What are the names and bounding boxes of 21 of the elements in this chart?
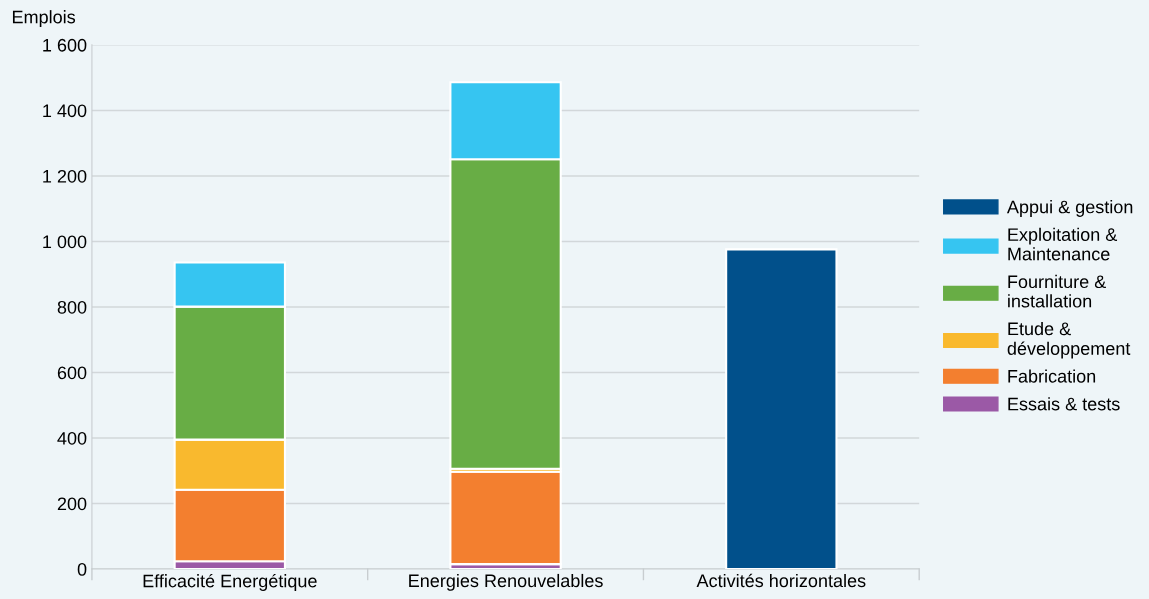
x-tick-label: Energies Renouvelables [409,573,603,591]
legend-label: Etude & développement [1007,321,1131,359]
legend-label: Appui & gestion [1006,200,1133,217]
legend-label: Essais & tests [1008,397,1120,411]
y-tick-label: 800 [57,300,87,314]
y-tick-label: 1 200 [43,169,87,183]
y-tick-label: 1 000 [43,235,87,249]
y-tick-label: 600 [57,366,87,380]
x-tick-label: Activités horizontales [696,573,866,588]
legend-label: Fabrication [1008,369,1096,383]
bar [449,470,562,566]
x-tick-label: Efficacité Energétique [143,573,317,591]
y-tick-label: 200 [57,497,87,511]
y-tick-label: 400 [57,431,87,445]
legend-label: Exploitation & Maintenance [1008,227,1118,261]
y-tick-label: 1 600 [43,38,87,52]
y-tick-label: 1 400 [43,104,87,118]
legend-label: Fourniture & installation [1008,274,1106,308]
y-axis-title: Emplois [12,10,76,27]
y-tick-label: 0 [77,562,87,576]
bar [725,248,838,570]
